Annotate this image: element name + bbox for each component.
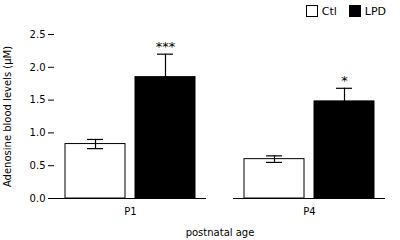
svg-text:1.5: 1.5	[30, 94, 46, 105]
svg-text:0.0: 0.0	[30, 193, 46, 204]
html-text:LPD: LPD	[364, 4, 386, 18]
svg-text:0.5: 0.5	[30, 160, 46, 171]
svg-text:2.5: 2.5	[30, 29, 46, 40]
svg-text:2.0: 2.0	[30, 62, 46, 73]
html-text:Ctl: Ctl	[321, 4, 337, 18]
svg-text:***: ***	[156, 39, 176, 54]
svg-text:postnatal age: postnatal age	[186, 227, 255, 238]
svg-text:*: *	[341, 73, 348, 88]
svg-text:P1: P1	[124, 206, 136, 217]
svg-text:Adenosine blood levels (μM): Adenosine blood levels (μM)	[2, 46, 13, 187]
svg-text:1.0: 1.0	[30, 127, 46, 138]
svg-text:P4: P4	[303, 206, 315, 217]
